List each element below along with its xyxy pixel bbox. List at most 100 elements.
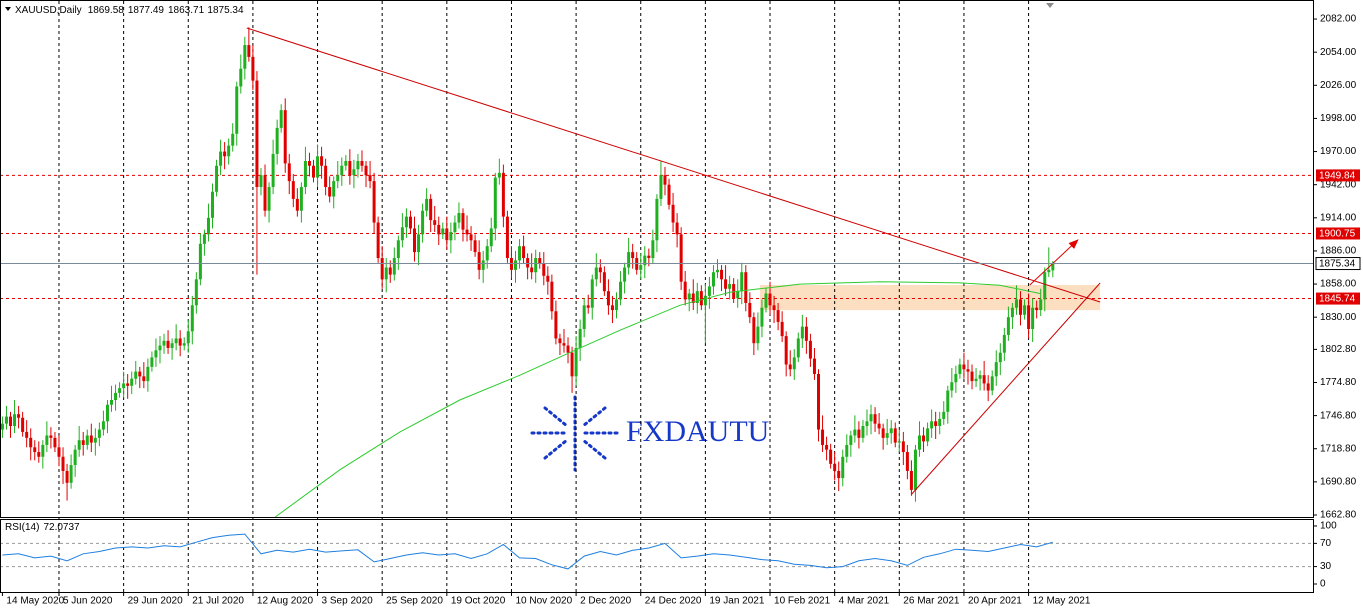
candle-body [990, 376, 994, 391]
candle-body [57, 447, 61, 457]
y-tick-label: 1858.00 [1320, 279, 1357, 290]
candle-body [1023, 305, 1027, 315]
chart-header: XAUUSD,Daily 1869.58 1877.49 1863.71 1875.34 [15, 5, 244, 16]
candle-body [518, 246, 522, 261]
candle-body [905, 452, 909, 471]
candle-body [142, 376, 146, 382]
candle-body [566, 345, 570, 353]
candle-body [493, 177, 497, 229]
menu-triangle [5, 7, 11, 11]
support-zone [759, 285, 1101, 311]
candle-body [174, 338, 178, 344]
candle-body [223, 151, 227, 157]
candle-body [586, 305, 590, 308]
candle-body [986, 383, 990, 391]
candle-body [81, 440, 85, 445]
candle-body [606, 291, 610, 306]
candle-body [4, 416, 8, 424]
candle-body [950, 382, 954, 391]
candle-body [522, 246, 526, 259]
candle-body [546, 275, 550, 282]
candle-body [1051, 263, 1055, 271]
candle-body [594, 267, 598, 280]
candle-body [610, 305, 614, 311]
candle-body [897, 441, 901, 443]
candle-body [752, 317, 756, 344]
candle-body [651, 240, 655, 259]
candle-body [695, 291, 699, 303]
candle-body [1035, 307, 1039, 311]
candle-body [505, 216, 509, 259]
candle-body [364, 165, 368, 176]
x-tick-label: 24 Dec 2020 [645, 596, 702, 607]
candle-body [360, 161, 364, 166]
candle-body [283, 110, 287, 164]
candle-body [913, 449, 917, 490]
candle-body [570, 352, 574, 377]
candle-body [485, 246, 489, 261]
candle-body [122, 383, 126, 389]
candle-body [118, 388, 122, 393]
candle-body [926, 428, 930, 442]
candle-body [865, 421, 869, 427]
candle-body [885, 433, 889, 438]
candle-body [186, 331, 190, 344]
candle-body [760, 307, 764, 327]
candle-body [812, 358, 816, 374]
candle-body [227, 145, 231, 157]
candle-body [421, 210, 425, 235]
watermark-text: FXDAUTU [626, 415, 770, 448]
header-high: 1877.49 [128, 5, 165, 16]
candle-body [808, 340, 812, 359]
candle-body [404, 216, 408, 228]
y-tick-label: 100 [1320, 521, 1337, 532]
candle-body [340, 165, 344, 176]
y-tick-label: 1914.00 [1320, 212, 1357, 223]
candle-body [530, 267, 534, 273]
candle-body [275, 127, 279, 154]
candle-body [9, 416, 13, 427]
y-tick-label: 1774.80 [1320, 377, 1357, 388]
candle-body [744, 272, 748, 303]
candle-body [817, 373, 821, 430]
candle-body [922, 435, 926, 442]
candle-body [69, 465, 73, 483]
candle-body [938, 418, 942, 427]
candle-body [740, 272, 744, 292]
candle-body [558, 338, 562, 344]
candle-body [804, 326, 808, 341]
candle-body [930, 421, 934, 429]
y-tick-label: 1662.80 [1320, 510, 1357, 521]
candle-body [962, 364, 966, 370]
candle-body [497, 172, 501, 178]
candle-body [716, 269, 720, 273]
candle-body [437, 224, 441, 235]
x-tick-label: 20 Apr 2021 [968, 596, 1022, 607]
candle-body [958, 364, 962, 374]
candle-body [380, 258, 384, 280]
candle-body [263, 175, 267, 211]
candle-body [647, 255, 651, 259]
candle-body [21, 417, 25, 432]
trendline [911, 282, 1101, 495]
candle-body [126, 383, 130, 386]
y-tick-label: 2082.00 [1320, 14, 1357, 25]
candle-body [768, 293, 772, 306]
candle-body [110, 399, 114, 405]
candle-body [780, 321, 784, 337]
candle-body [473, 240, 477, 253]
candle-body [45, 435, 49, 445]
candle-body [97, 429, 101, 438]
x-tick-label: 12 Aug 2020 [257, 596, 314, 607]
candle-body [982, 375, 986, 384]
candle-body [639, 265, 643, 270]
candle-body [602, 272, 606, 292]
candle-body [247, 45, 251, 57]
candle-body [134, 371, 138, 379]
y-tick-label: 1970.00 [1320, 146, 1357, 157]
candle-body [105, 404, 109, 422]
candle-body [792, 357, 796, 370]
candle-body [231, 133, 235, 146]
candle-body [170, 343, 174, 348]
